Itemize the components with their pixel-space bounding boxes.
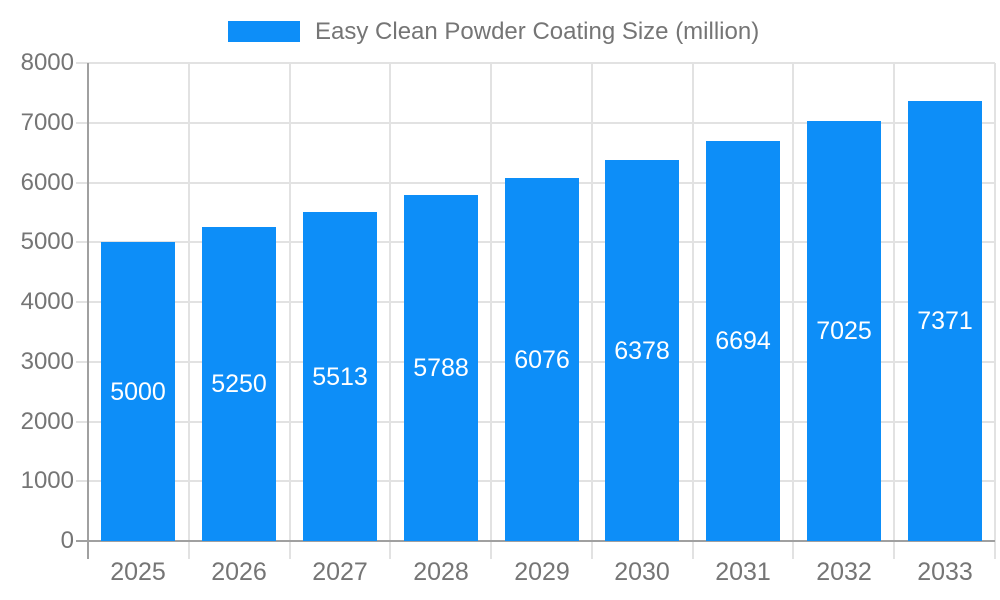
y-axis-line — [87, 63, 89, 559]
x-axis-label: 2031 — [715, 558, 771, 586]
y-axis-label: 2000 — [20, 408, 74, 435]
y-axis-label: 8000 — [20, 49, 74, 76]
gridline-horizontal — [88, 62, 995, 64]
x-axis-label: 2029 — [514, 558, 570, 586]
legend-swatch — [228, 21, 300, 42]
gridline-vertical — [591, 63, 593, 559]
bar-value-label: 5000 — [110, 378, 166, 406]
y-axis-tick — [76, 421, 88, 423]
y-axis-tick — [76, 480, 88, 482]
gridline-horizontal — [88, 122, 995, 124]
y-axis-label: 5000 — [20, 228, 74, 255]
bar-value-label: 5513 — [312, 363, 368, 391]
bar-value-label: 6076 — [514, 346, 570, 374]
gridline-vertical — [692, 63, 694, 559]
x-axis-label: 2033 — [917, 558, 973, 586]
gridline-vertical — [994, 63, 996, 559]
bar-2033[interactable] — [908, 101, 982, 541]
bar-2031[interactable] — [706, 141, 780, 541]
gridline-vertical — [289, 63, 291, 559]
x-axis-label: 2027 — [312, 558, 368, 586]
x-axis-label: 2025 — [110, 558, 166, 586]
bar-2026[interactable] — [202, 227, 276, 541]
bar-value-label: 7371 — [917, 307, 973, 335]
y-axis-label: 0 — [60, 527, 74, 554]
legend-label: Easy Clean Powder Coating Size (million) — [315, 18, 760, 45]
gridline-vertical — [893, 63, 895, 559]
y-axis-tick — [76, 122, 88, 124]
bar-value-label: 6694 — [715, 327, 771, 355]
gridline-vertical — [490, 63, 492, 559]
x-axis-label: 2028 — [413, 558, 469, 586]
bar-value-label: 6378 — [614, 337, 670, 365]
bar-2029[interactable] — [505, 178, 579, 541]
y-axis-tick — [76, 62, 88, 64]
bar-value-label: 5250 — [211, 370, 267, 398]
bar-value-label: 5788 — [413, 354, 469, 382]
x-axis-label: 2030 — [614, 558, 670, 586]
y-axis-label: 1000 — [20, 467, 74, 494]
bar-value-label: 7025 — [816, 317, 872, 345]
y-axis-tick — [76, 241, 88, 243]
x-axis-label: 2026 — [211, 558, 267, 586]
x-axis-label: 2032 — [816, 558, 872, 586]
bar-2025[interactable] — [101, 242, 175, 541]
y-axis-label: 3000 — [20, 348, 74, 375]
y-axis-label: 7000 — [20, 109, 74, 136]
y-axis-tick — [76, 182, 88, 184]
y-axis-tick — [76, 301, 88, 303]
bar-2030[interactable] — [605, 160, 679, 541]
gridline-vertical — [792, 63, 794, 559]
y-axis-tick — [76, 361, 88, 363]
bar-2028[interactable] — [404, 195, 478, 541]
x-axis-line — [76, 540, 995, 542]
gridline-vertical — [188, 63, 190, 559]
bar-2032[interactable] — [807, 121, 881, 541]
gridline-vertical — [389, 63, 391, 559]
chart-legend-item[interactable]: Easy Clean Powder Coating Size (million) — [228, 19, 759, 44]
y-axis-label: 6000 — [20, 169, 74, 196]
y-axis-label: 4000 — [20, 288, 74, 315]
bar-2027[interactable] — [303, 212, 377, 541]
